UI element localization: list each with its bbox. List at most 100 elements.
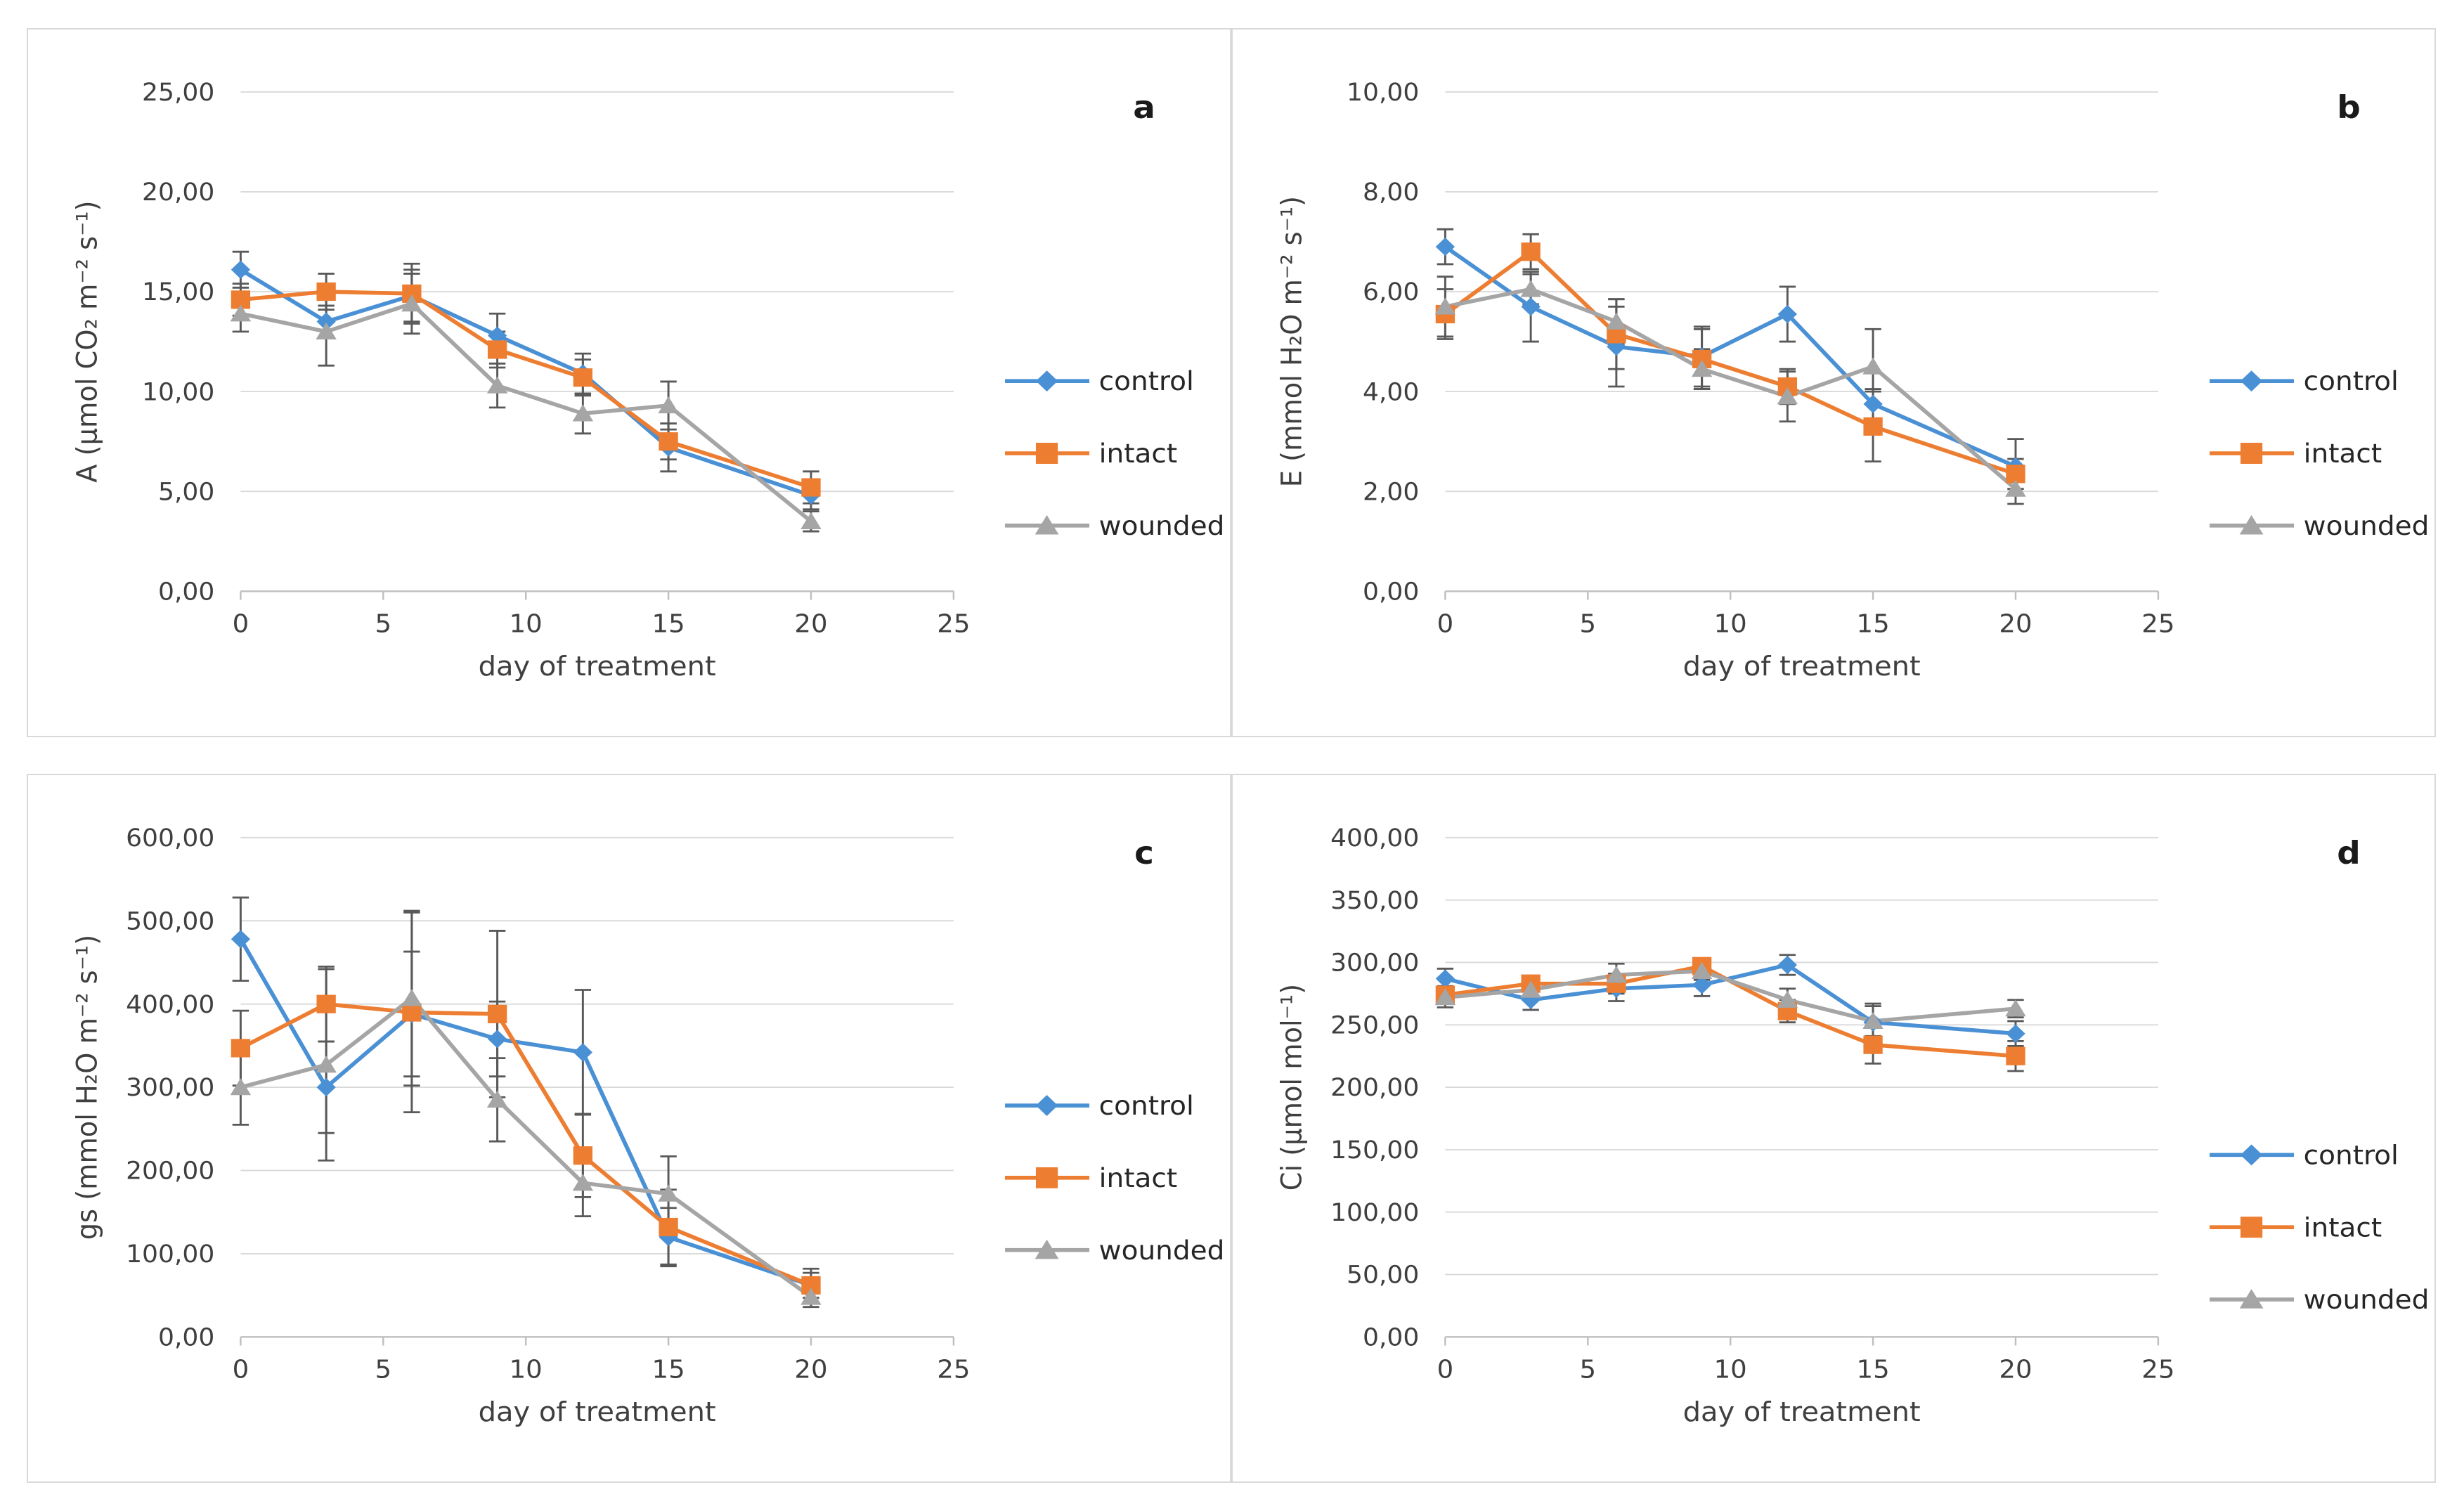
y-tick-label: 250,00: [1330, 1011, 1419, 1039]
x-tick-label: 25: [937, 609, 970, 638]
data-marker-control: [573, 1043, 593, 1062]
legend-marker-wounded: [2239, 514, 2264, 535]
legend-marker-control: [2240, 370, 2263, 392]
y-tick-label: 0,00: [1363, 578, 1419, 606]
panel-letter: a: [1133, 89, 1155, 126]
data-marker-intact: [801, 478, 821, 497]
y-tick-label: 10,00: [1347, 79, 1419, 107]
legend-marker-wounded: [1035, 514, 1059, 535]
figure-grid: 0,00 5,00 10,00 15,00 20,00 25,00 0 5 10 15 20 25 da…: [27, 28, 2436, 1483]
data-marker-wounded: [1520, 980, 1541, 998]
data-marker-control: [231, 930, 251, 949]
data-marker-wounded: [1606, 312, 1627, 330]
data-marker-control: [1435, 237, 1455, 257]
y-tick-label: 50,00: [1347, 1261, 1419, 1289]
data-marker-intact: [573, 368, 593, 387]
data-marker-wounded: [658, 1184, 679, 1202]
x-tick-label: 0: [1437, 609, 1454, 638]
chart-c-canvas: 0,00 100,00 200,00 300,00 400,00 500,00 600,00…: [72, 824, 1225, 1428]
legend-marker-wounded: [1035, 1239, 1059, 1259]
panel-d: 0,00 50,00 100,00 150,00 200,00 250,00 300,00 3…: [1231, 774, 2436, 1483]
y-tick-label: 0,00: [158, 1323, 214, 1351]
x-tick-label: 5: [1580, 1354, 1597, 1384]
x-tick-label: 10: [510, 1354, 543, 1384]
data-marker-intact: [1521, 242, 1541, 261]
data-marker-wounded: [316, 322, 337, 339]
data-marker-intact: [487, 340, 507, 359]
x-tick-label: 0: [233, 1354, 249, 1384]
y-tick-label: 5,00: [158, 478, 214, 506]
data-marker-wounded: [401, 294, 422, 312]
x-tick-label: 10: [1714, 609, 1747, 638]
data-marker-wounded: [1691, 961, 1713, 980]
data-marker-wounded: [316, 1056, 337, 1073]
data-marker-wounded: [800, 512, 822, 529]
y-tick-label: 300,00: [126, 1074, 214, 1102]
data-marker-intact: [659, 1217, 678, 1237]
x-tick-label: 25: [2141, 1354, 2174, 1384]
data-marker-control: [316, 1077, 336, 1097]
y-tick-label: 600,00: [126, 824, 214, 852]
legend-marker-intact: [2240, 443, 2263, 464]
x-tick-label: 15: [652, 1354, 685, 1384]
y-tick-label: 400,00: [1330, 824, 1419, 852]
legend-marker-control: [1035, 1095, 1058, 1116]
data-marker-control: [1435, 969, 1455, 988]
panel-c: 0,00 100,00 200,00 300,00 400,00 500,00 600,00…: [27, 774, 1231, 1483]
data-marker-intact: [1863, 417, 1883, 436]
data-marker-control: [487, 1030, 507, 1049]
x-tick-label: 5: [375, 1354, 392, 1384]
y-tick-label: 300,00: [1330, 949, 1419, 977]
data-marker-intact: [231, 1039, 251, 1058]
data-marker-intact: [2006, 1046, 2025, 1065]
y-tick-label: 100,00: [1330, 1199, 1419, 1227]
x-tick-label: 10: [1714, 1354, 1747, 1384]
data-marker-wounded: [2005, 479, 2026, 497]
x-tick-label: 25: [937, 1354, 970, 1384]
legend-label-control: control: [2304, 367, 2399, 397]
x-axis-title: day of treatment: [479, 651, 716, 682]
x-tick-label: 0: [233, 609, 249, 638]
y-tick-label: 0,00: [158, 578, 214, 606]
data-marker-wounded: [1862, 1011, 1883, 1030]
y-tick-label: 6,00: [1363, 278, 1419, 306]
x-axis-title: day of treatment: [1683, 1397, 1921, 1428]
panel-letter: b: [2337, 89, 2361, 126]
data-marker-wounded: [230, 304, 252, 322]
data-marker-wounded: [401, 989, 422, 1006]
x-tick-label: 15: [652, 609, 685, 638]
x-tick-label: 20: [1999, 1354, 2032, 1384]
legend-label-control: control: [1099, 367, 1194, 397]
panel-b: 0,00 2,00 4,00 6,00 8,00 10,00 0 5 10 15 20 25 day o…: [1231, 28, 2436, 737]
legend-label-intact: intact: [2304, 439, 2382, 469]
data-marker-wounded: [486, 1090, 508, 1108]
x-tick-label: 5: [375, 609, 392, 638]
y-axis-title: Ci (µmol mol⁻¹): [1276, 984, 1309, 1191]
chart-b-canvas: 0,00 2,00 4,00 6,00 8,00 10,00 0 5 10 15 20 25 day o…: [1276, 79, 2430, 682]
x-tick-label: 20: [794, 1354, 827, 1384]
y-tick-label: 0,00: [1363, 1323, 1419, 1351]
legend-label-control: control: [1099, 1091, 1194, 1122]
legend-label-wounded: wounded: [1099, 512, 1225, 542]
data-marker-wounded: [2005, 999, 2026, 1017]
y-tick-label: 25,00: [142, 79, 214, 107]
data-marker-control: [487, 326, 507, 345]
x-tick-label: 25: [2141, 609, 2174, 638]
data-marker-intact: [659, 432, 678, 451]
x-tick-label: 15: [1857, 609, 1890, 638]
data-marker-wounded: [1691, 360, 1713, 377]
y-tick-label: 400,00: [126, 990, 214, 1018]
x-tick-label: 20: [1999, 609, 2032, 638]
x-tick-label: 15: [1857, 1354, 1890, 1384]
data-marker-intact: [316, 282, 336, 301]
data-marker-control: [1521, 297, 1541, 316]
y-tick-label: 200,00: [1330, 1074, 1419, 1102]
y-tick-label: 350,00: [1330, 886, 1419, 914]
panel-letter: c: [1134, 834, 1154, 871]
y-tick-label: 100,00: [126, 1240, 214, 1269]
data-marker-intact: [316, 994, 336, 1013]
chart-d-canvas: 0,00 50,00 100,00 150,00 200,00 250,00 300,00 3…: [1276, 824, 2430, 1428]
x-axis-title: day of treatment: [479, 1397, 716, 1428]
y-tick-label: 20,00: [142, 179, 214, 207]
panel-a: 0,00 5,00 10,00 15,00 20,00 25,00 0 5 10 15 20 25 da…: [27, 28, 1231, 737]
